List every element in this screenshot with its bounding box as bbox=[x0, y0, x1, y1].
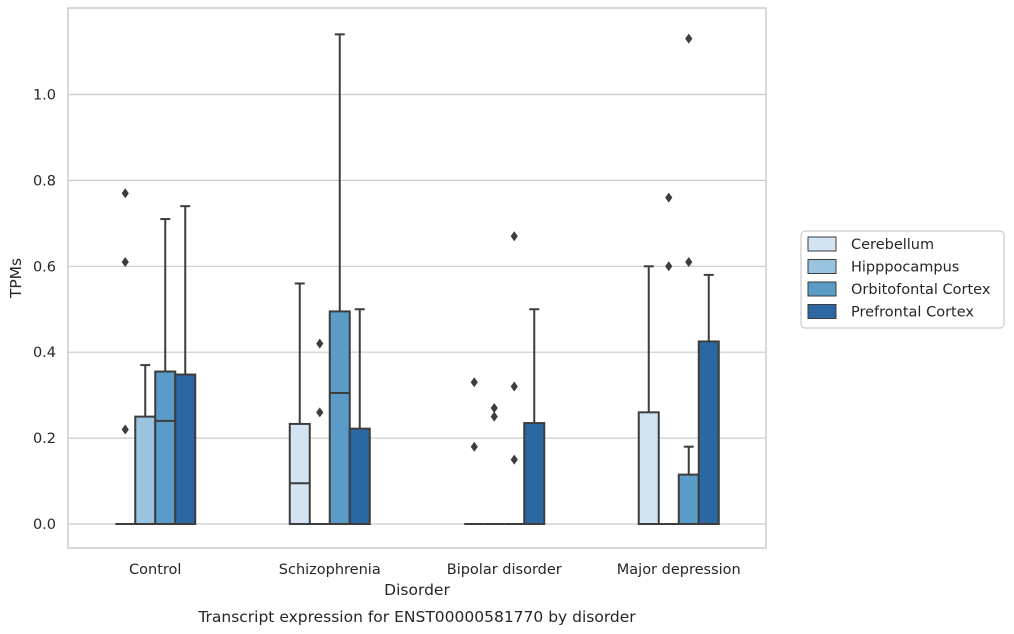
outlier-point bbox=[316, 338, 324, 349]
box bbox=[523, 422, 546, 526]
legend-swatch bbox=[807, 236, 837, 252]
box bbox=[328, 310, 351, 525]
outlier-point bbox=[665, 192, 673, 203]
outlier-point bbox=[490, 411, 498, 422]
legend-swatch bbox=[807, 281, 837, 297]
box bbox=[134, 415, 157, 525]
box-group bbox=[328, 33, 351, 525]
legend-frame bbox=[800, 230, 1005, 329]
box bbox=[288, 422, 311, 526]
y-axis-label: TPMs bbox=[7, 258, 25, 299]
box-group bbox=[658, 192, 679, 525]
box-group bbox=[174, 205, 197, 525]
x-tick-label: Control bbox=[129, 562, 181, 578]
boxes bbox=[115, 33, 720, 526]
y-tick-label: 0.8 bbox=[33, 173, 56, 189]
box bbox=[348, 427, 371, 525]
outlier-point bbox=[470, 377, 478, 388]
box-group bbox=[348, 308, 371, 525]
box bbox=[154, 370, 177, 525]
legend-label: Orbitofontal Cortex bbox=[851, 282, 991, 298]
box-group bbox=[484, 403, 505, 525]
outlier-point bbox=[470, 441, 478, 452]
box bbox=[697, 340, 720, 525]
legend-label: Prefrontal Cortex bbox=[851, 305, 974, 321]
outlier-point bbox=[665, 261, 673, 272]
box bbox=[174, 373, 197, 525]
box-group bbox=[637, 265, 660, 525]
outlier-point bbox=[121, 188, 129, 199]
outlier-point bbox=[685, 257, 693, 268]
box-group bbox=[523, 308, 546, 526]
legend: Cerebellum Hipppocampus Orbitofontal Corte… bbox=[800, 230, 1005, 329]
box-group bbox=[134, 364, 157, 525]
box bbox=[637, 411, 660, 525]
outlier-point bbox=[121, 257, 129, 268]
axes: 0.0 0.2 0.4 0.6 0.8 1.0 Control Schizophrenia Bi… bbox=[33, 7, 767, 578]
box-group bbox=[309, 338, 330, 525]
y-tick-label: 1.0 bbox=[33, 88, 56, 104]
legend-swatch bbox=[807, 304, 837, 319]
legend-swatch bbox=[807, 259, 837, 274]
outlier-point bbox=[316, 407, 324, 418]
legend-label: Cerebellum bbox=[851, 237, 934, 253]
box bbox=[677, 473, 700, 526]
outlier-point bbox=[510, 454, 518, 465]
outlier-point bbox=[510, 231, 518, 242]
box-group bbox=[697, 273, 720, 525]
y-tick-label: 0.6 bbox=[33, 259, 56, 275]
box-group bbox=[154, 218, 177, 525]
box-group bbox=[677, 33, 700, 526]
x-tick-label: Bipolar disorder bbox=[447, 562, 562, 578]
outlier-point bbox=[121, 424, 129, 435]
x-tick-label: Major depression bbox=[617, 562, 741, 578]
legend-label: Hipppocampus bbox=[851, 260, 959, 276]
chart-title: Transcript expression for ENST0000058177… bbox=[197, 608, 636, 626]
box-group bbox=[464, 377, 485, 525]
y-tick-label: 0.2 bbox=[33, 431, 56, 447]
y-tick-label: 0.0 bbox=[33, 517, 56, 533]
box-group bbox=[115, 188, 136, 525]
outlier-point bbox=[685, 33, 693, 44]
box-group bbox=[288, 282, 311, 526]
plot-frame bbox=[67, 7, 767, 549]
y-tick-label: 0.4 bbox=[33, 345, 56, 361]
x-tick-label: Schizophrenia bbox=[279, 562, 381, 578]
box-group bbox=[504, 231, 525, 525]
x-axis-label: Disorder bbox=[384, 581, 450, 599]
outlier-point bbox=[490, 403, 498, 414]
outlier-point bbox=[510, 381, 518, 392]
